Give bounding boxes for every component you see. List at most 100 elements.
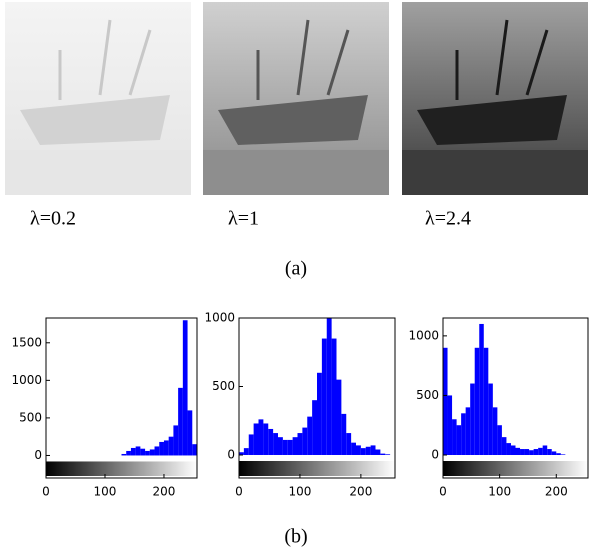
plot-frame [238,317,396,479]
image-caption: λ=2.4 [425,208,471,230]
histogram-bar [145,450,150,456]
y-tick-label: 0 [34,448,42,462]
histogram-bar [336,379,342,455]
histogram-bar [178,387,183,456]
histogram-bar [501,437,507,456]
histogram-bar [263,423,269,455]
histogram-bar [302,427,308,455]
histogram-bar [447,395,453,456]
histogram-bar [547,449,552,456]
histogram-bar [248,434,254,455]
histogram-bar [192,444,197,456]
histogram-bar [492,407,498,456]
image-caption: λ=0.2 [30,208,76,230]
x-tick-label: 100 [288,485,311,499]
x-tick-label: 100 [488,485,511,499]
histogram-bar [524,449,530,456]
y-tick-label: 1000 [204,311,235,325]
histogram-bar [365,446,371,455]
histogram-bar [317,372,322,455]
plot-frame [442,317,589,479]
histogram-bar [360,448,366,455]
histogram-bar [380,453,386,455]
x-tick-label: 0 [42,485,50,499]
y-tick-label: 500 [19,410,42,424]
y-tick-label: 1500 [11,335,42,349]
histogram-bar [385,454,391,455]
histogram-bar [375,449,381,455]
histogram-bar [331,338,337,455]
histogram-bar [273,433,278,455]
x-tick-label: 0 [439,485,447,499]
histogram-bar [163,440,169,456]
histogram-bar [307,416,313,455]
y-tick-label: 0 [227,447,235,461]
histogram-bar [278,437,283,455]
histogram-bar [370,445,376,455]
x-tick-label: 200 [153,485,176,499]
histogram-bar [312,400,317,455]
histogram-bar [126,450,131,456]
histogram-bar [168,436,174,456]
image-caption: λ=1 [228,208,259,230]
histogram-bar [346,433,352,455]
histogram-bar [173,425,179,456]
histogram-bar [187,410,193,456]
histogram-bar [488,383,493,456]
histogram-bar [292,437,298,455]
histogram-bar [465,407,471,456]
histogram-bar [542,445,548,456]
histogram-bar [533,449,539,456]
image-1 [5,2,191,195]
histogram-bar [538,447,543,456]
x-tick-label: 0 [235,485,243,499]
colorbar [443,461,588,476]
histogram-bar [452,419,457,456]
histogram-bar [341,413,347,455]
histogram-bar [135,446,141,456]
histogram-bar [470,383,475,456]
image-2 [203,2,389,195]
histogram-bar [560,454,566,456]
histogram-bar [443,347,448,456]
histogram-bar [182,320,188,456]
histogram-bar [351,442,356,455]
histogram-bar [253,423,259,455]
histogram-bar [149,449,155,456]
histogram-bar [497,425,502,456]
y-tick-label: 500 [416,388,439,402]
histogram-bar [243,448,249,455]
x-tick-label: 200 [545,485,568,499]
histogram-bar [287,439,293,455]
histogram-bar [239,452,244,455]
histogram-bar [140,448,146,456]
histogram-bar [297,433,303,455]
histogram-bar [515,447,521,456]
subfigure-label: (b) [284,526,307,548]
colorbar [46,461,197,476]
histogram-bar [479,323,484,456]
histogram-bar [461,413,466,456]
histogram-bar [154,446,160,456]
y-tick-label: 1000 [11,373,42,387]
histogram-bar [326,318,332,455]
colorbar [239,460,395,476]
y-tick-label: 1000 [408,328,439,342]
histogram-bar [520,449,525,456]
histogram-bar [268,428,274,455]
histogram-bar [529,450,534,456]
x-tick-label: 100 [94,485,117,499]
image-3 [402,2,588,195]
histogram-bar [556,453,561,456]
x-tick-label: 200 [349,485,372,499]
subfigure-label: (a) [285,258,307,280]
histogram-bar [506,443,511,456]
histogram-bar [551,451,557,456]
histogram-bar [356,445,361,455]
y-tick-label: 0 [431,448,439,462]
histogram-bar [510,445,516,456]
histogram-bar [474,347,480,456]
histogram-bar [321,338,327,455]
plot-frame [45,317,198,479]
